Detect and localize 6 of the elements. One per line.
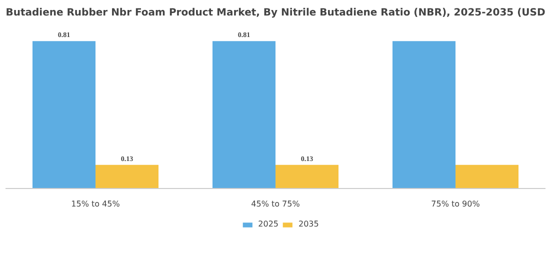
x-tick-label: 15% to 45% (71, 200, 120, 208)
x-tick-label: 75% to 90% (431, 200, 480, 208)
legend-label: 2025 (258, 220, 278, 228)
x-tick-label: 45% to 75% (251, 200, 300, 208)
chart-title: Butadiene Rubber Nbr Foam Product Market, By Nitrile Butadiene Ratio (NBR), 2025-2035 (USD (6, 8, 546, 18)
legend-label: 2035 (298, 220, 319, 228)
